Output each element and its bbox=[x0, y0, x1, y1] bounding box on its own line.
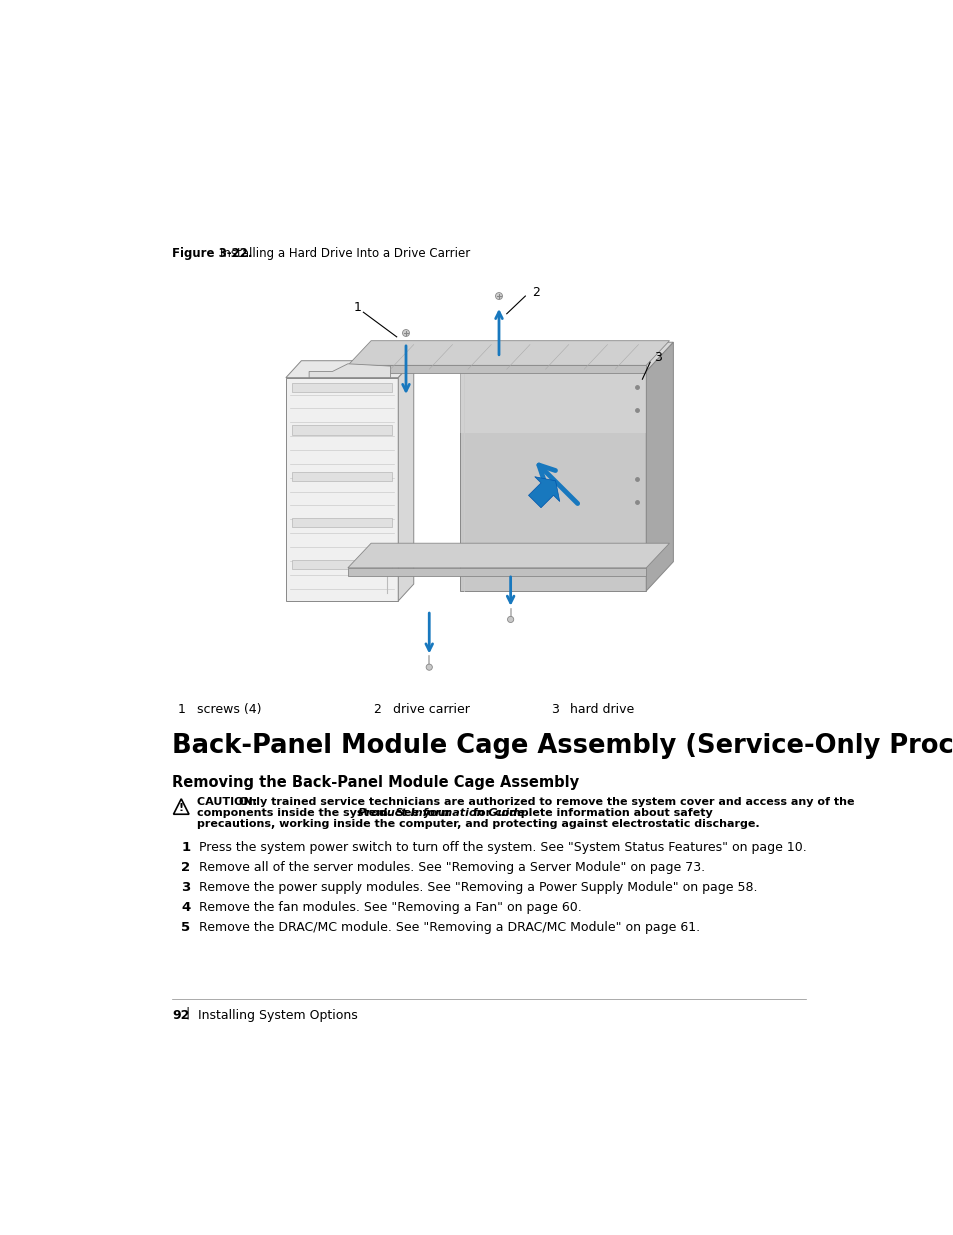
Polygon shape bbox=[348, 543, 669, 568]
Polygon shape bbox=[292, 383, 392, 393]
Text: screws (4): screws (4) bbox=[196, 703, 261, 715]
Polygon shape bbox=[397, 361, 414, 601]
Text: Only trained service technicians are authorized to remove the system cover and a: Only trained service technicians are aut… bbox=[238, 798, 853, 808]
Text: 1: 1 bbox=[354, 301, 361, 314]
Text: Press the system power switch to turn off the system. See "System Status Feature: Press the system power switch to turn of… bbox=[199, 841, 806, 855]
Polygon shape bbox=[173, 799, 189, 814]
Polygon shape bbox=[348, 366, 645, 373]
Polygon shape bbox=[528, 477, 559, 508]
Text: for complete information about safety: for complete information about safety bbox=[472, 808, 712, 818]
Polygon shape bbox=[348, 341, 669, 366]
Text: CAUTION:: CAUTION: bbox=[196, 798, 260, 808]
Text: Back-Panel Module Cage Assembly (Service-Only Procedure): Back-Panel Module Cage Assembly (Service… bbox=[172, 734, 953, 760]
Text: Installing System Options: Installing System Options bbox=[198, 1009, 357, 1023]
Circle shape bbox=[402, 330, 409, 336]
Polygon shape bbox=[645, 342, 673, 592]
Text: 3: 3 bbox=[181, 882, 191, 894]
Circle shape bbox=[495, 293, 502, 300]
Polygon shape bbox=[292, 472, 392, 480]
Polygon shape bbox=[459, 372, 645, 592]
Text: 4: 4 bbox=[181, 902, 191, 914]
Text: Figure 3-22.: Figure 3-22. bbox=[172, 247, 253, 259]
Text: Installing a Hard Drive Into a Drive Carrier: Installing a Hard Drive Into a Drive Car… bbox=[220, 247, 470, 259]
Text: 1: 1 bbox=[181, 841, 191, 855]
Text: Remove the fan modules. See "Removing a Fan" on page 60.: Remove the fan modules. See "Removing a … bbox=[199, 902, 581, 914]
Text: 2: 2 bbox=[373, 703, 381, 715]
Circle shape bbox=[426, 664, 432, 671]
Text: Removing the Back-Panel Module Cage Assembly: Removing the Back-Panel Module Cage Asse… bbox=[172, 776, 578, 790]
Text: 2: 2 bbox=[181, 861, 191, 874]
Text: components inside the system. See your: components inside the system. See your bbox=[196, 808, 455, 818]
Polygon shape bbox=[292, 425, 392, 435]
Text: 1: 1 bbox=[177, 703, 185, 715]
Text: 3: 3 bbox=[550, 703, 558, 715]
Text: Product Information Guide: Product Information Guide bbox=[357, 808, 524, 818]
Text: |: | bbox=[185, 1007, 190, 1020]
Polygon shape bbox=[348, 568, 645, 576]
Text: Remove all of the server modules. See "Removing a Server Module" on page 73.: Remove all of the server modules. See "R… bbox=[199, 861, 704, 874]
Polygon shape bbox=[309, 364, 390, 378]
Text: drive carrier: drive carrier bbox=[393, 703, 469, 715]
Polygon shape bbox=[286, 378, 397, 601]
Text: Remove the DRAC/MC module. See "Removing a DRAC/MC Module" on page 61.: Remove the DRAC/MC module. See "Removing… bbox=[199, 921, 700, 935]
Polygon shape bbox=[459, 342, 673, 372]
Circle shape bbox=[507, 616, 513, 622]
Polygon shape bbox=[292, 517, 392, 527]
Text: 92: 92 bbox=[172, 1009, 189, 1023]
Text: hard drive: hard drive bbox=[570, 703, 634, 715]
Polygon shape bbox=[292, 561, 392, 569]
Text: 2: 2 bbox=[532, 287, 539, 299]
Text: 5: 5 bbox=[181, 921, 191, 935]
Polygon shape bbox=[459, 372, 645, 433]
Text: precautions, working inside the computer, and protecting against electrostatic d: precautions, working inside the computer… bbox=[196, 819, 759, 829]
Text: 3: 3 bbox=[653, 351, 661, 364]
Polygon shape bbox=[286, 361, 414, 378]
Text: !: ! bbox=[178, 804, 184, 814]
Text: Remove the power supply modules. See "Removing a Power Supply Module" on page 58: Remove the power supply modules. See "Re… bbox=[199, 882, 757, 894]
